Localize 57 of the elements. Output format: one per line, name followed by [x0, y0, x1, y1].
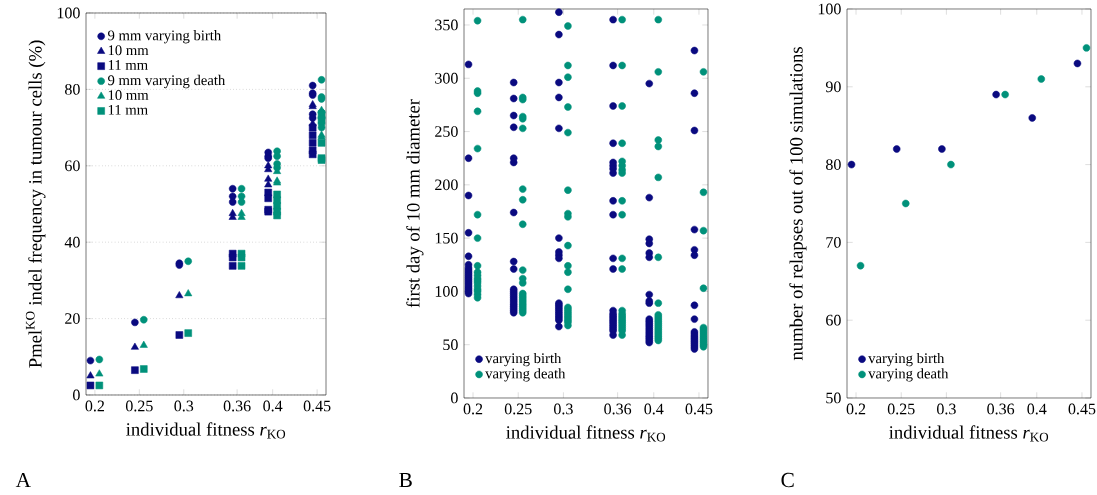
x-tick-label: 0.2: [846, 403, 866, 415]
x-tick-label: 0.36: [987, 403, 1015, 415]
x-tick-label: 0.45: [685, 403, 713, 415]
y-tick-label: 70: [826, 236, 841, 248]
legend-label: 11 mm: [108, 104, 148, 115]
y-tick-label: 60: [65, 160, 80, 172]
x-tick-label: 0.36: [223, 400, 251, 412]
y-axis-title: number of relapses out of 100 simulations: [789, 47, 807, 361]
x-tick-label: 0.45: [1068, 403, 1096, 415]
legend-label: 11 mm: [108, 60, 148, 70]
legend-label: 10 mm: [108, 90, 149, 100]
legend-label: 9 mm varying death: [108, 74, 226, 89]
y-tick-label: 50: [826, 392, 841, 404]
text: C: [781, 472, 794, 488]
x-tick-label: 0.3: [937, 403, 956, 415]
x-tick-label: 0.36: [604, 403, 632, 415]
text: B: [399, 473, 412, 488]
x-tick-label: 0.25: [504, 403, 532, 415]
y-tick-label: 90: [825, 81, 841, 93]
x-tick-label: 0.45: [303, 400, 331, 412]
x-tick-label: 0.3: [554, 403, 573, 415]
x-axis-title: individual fitness r$_{KO}$: [126, 422, 286, 439]
legend-label: 9 mm varying birth: [108, 30, 221, 44]
y-tick-label: 100: [435, 286, 458, 297]
x-tick-label: 0.4: [263, 400, 283, 412]
y-tick-label: 0: [73, 389, 80, 401]
x-tick-label: 0.4: [1027, 403, 1047, 415]
y-tick-label: 300: [435, 72, 458, 84]
y-tick-label: 150: [435, 232, 458, 244]
legend-label: varying death: [868, 368, 949, 382]
y-tick-label: 100: [57, 7, 80, 19]
y-tick-label: 0: [451, 392, 458, 404]
y-tick-label: 50: [443, 339, 458, 351]
x-tick-label: 0.2: [85, 400, 105, 412]
legend-label: varying death: [485, 368, 566, 382]
x-axis-title: individual fitness r$_{KO}$: [506, 425, 666, 442]
x-tick-label: 0.4: [644, 403, 664, 415]
y-tick-label: 60: [826, 314, 841, 326]
y-tick-label: 250: [435, 126, 458, 137]
legend-label: varying birth: [868, 352, 945, 367]
y-tick-label: 350: [435, 19, 458, 31]
y-axis-title: first day of 10 mm diameter: [406, 99, 424, 308]
legend-label: 10 mm: [108, 45, 149, 56]
y-tick-label: 200: [435, 179, 458, 191]
x-axis-title: individual fitness r$_{KO}$: [889, 425, 1049, 442]
y-tick-label: 20: [65, 313, 80, 324]
y-tick-label: 80: [826, 159, 841, 170]
text: A: [15, 472, 31, 487]
x-tick-label: 0.25: [887, 403, 915, 415]
x-tick-label: 0.25: [125, 400, 153, 412]
y-tick-label: 80: [65, 83, 80, 95]
y-tick-label: 100: [818, 3, 841, 15]
legend-label: varying birth: [485, 352, 562, 367]
y-tick-label: 40: [64, 236, 80, 248]
x-tick-label: 0.2: [463, 403, 483, 415]
y-axis-title: Pmel$^{KO}$ indel frequency in tumour cells (%): [25, 40, 46, 368]
x-tick-label: 0.3: [174, 400, 194, 412]
